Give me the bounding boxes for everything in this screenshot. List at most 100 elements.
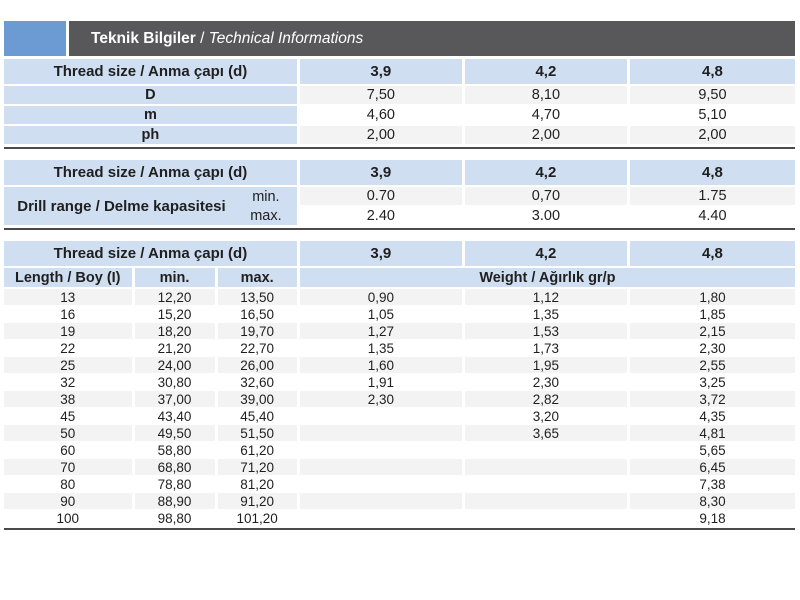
size-col-header: 4,8 [629,160,795,187]
max-cell: 71,20 [217,459,300,476]
length-row: 25 24,00 26,00 1,60 1,95 2,55 [4,357,795,374]
value-cell: 8,10 [464,86,630,106]
weight-cell: 5,65 [629,442,795,459]
min-cell: 30,80 [134,374,218,391]
weight-cell: 6,45 [629,459,795,476]
drill-range-table: Thread size / Anma çapı (d) 3,9 4,2 4,8 … [4,160,795,227]
value-cell: 3.00 [464,207,630,227]
length-row: 16 15,20 16,50 1,05 1,35 1,85 [4,306,795,323]
weight-cell: 2,82 [464,391,630,408]
max-cell: 61,20 [217,442,300,459]
min-cell: 24,00 [134,357,218,374]
weight-cell [299,442,465,459]
length-cell: 60 [4,442,135,459]
weight-cell: 1,53 [464,323,630,340]
weight-cell [464,510,630,527]
table-bottom-rule [4,147,795,149]
weight-cell: 1,35 [464,306,630,323]
length-cell: 80 [4,476,135,493]
weight-cell: 2,30 [629,340,795,357]
length-weight-header-row: Thread size / Anma çapı (d) 3,9 4,2 4,8 [4,241,795,268]
thread-size-header: Thread size / Anma çapı (d) [4,160,300,187]
weight-cell: 2,55 [629,357,795,374]
size-col-header: 3,9 [299,59,465,86]
weight-cell: 2,15 [629,323,795,340]
drill-range-min-row: Drill range / Delme kapasitesi min. 0.70… [4,187,795,227]
length-cell: 45 [4,408,135,425]
value-cell: 4.40 [629,207,795,227]
length-row: 60 58,80 61,20 5,65 [4,442,795,459]
param-label-cell: D [4,86,300,106]
weight-cell: 3,65 [464,425,630,442]
weight-cell: 1,60 [299,357,465,374]
value-cell: 0.70 [299,187,465,207]
length-row: 70 68,80 71,20 6,45 [4,459,795,476]
min-cell: 37,00 [134,391,218,408]
value-cell: 9,50 [629,86,795,106]
size-col-header: 4,2 [464,160,630,187]
page-title-separator: / [195,29,209,47]
dimension-row: m 4,60 4,70 5,10 [4,106,795,126]
size-col-header: 4,8 [629,59,795,86]
value-cell: 4,60 [299,106,465,126]
weight-cell [464,459,630,476]
min-cell: 49,50 [134,425,218,442]
length-row: 13 12,20 13,50 0,90 1,12 1,80 [4,289,795,306]
length-cell: 38 [4,391,135,408]
title-bar: Teknik Bilgiler / Technical Informations [4,21,795,56]
weight-cell: 1,12 [464,289,630,306]
weight-cell [299,408,465,425]
length-row: 50 49,50 51,50 3,65 4,81 [4,425,795,442]
max-cell: 101,20 [217,510,300,527]
dimension-row: ph 2,00 2,00 2,00 [4,126,795,146]
weight-cell: 1,80 [629,289,795,306]
weight-cell [299,425,465,442]
length-row: 80 78,80 81,20 7,38 [4,476,795,493]
weight-cell: 4,35 [629,408,795,425]
weight-cell [299,476,465,493]
min-cell: 78,80 [134,476,218,493]
weight-cell: 1,27 [299,323,465,340]
value-cell: 2,00 [629,126,795,146]
weight-cell [299,493,465,510]
thread-size-header: Thread size / Anma çapı (d) [4,241,300,268]
weight-cell: 0,90 [299,289,465,306]
max-cell: 16,50 [217,306,300,323]
length-cell: 22 [4,340,135,357]
length-weight-subheader-row: Length / Boy (I) min. max. Weight / Ağır… [4,268,795,289]
length-row: 32 30,80 32,60 1,91 2,30 3,25 [4,374,795,391]
length-cell: 70 [4,459,135,476]
min-cell: 43,40 [134,408,218,425]
length-row: 90 88,90 91,20 8,30 [4,493,795,510]
length-cell: 13 [4,289,135,306]
weight-cell: 1,91 [299,374,465,391]
weight-cell: 7,38 [629,476,795,493]
weight-cell: 1,85 [629,306,795,323]
value-cell: 1.75 [629,187,795,207]
length-cell: 50 [4,425,135,442]
table-bottom-rule [4,528,795,530]
max-cell: 32,60 [217,374,300,391]
weight-cell: 3,25 [629,374,795,391]
min-col-header: min. [134,268,218,289]
thread-size-header: Thread size / Anma çapı (d) [4,59,300,86]
weight-cell [464,493,630,510]
weight-cell: 3,72 [629,391,795,408]
length-row: 38 37,00 39,00 2,30 2,82 3,72 [4,391,795,408]
max-cell: 91,20 [217,493,300,510]
max-cell: 51,50 [217,425,300,442]
weight-cell [464,476,630,493]
weight-cell: 2,30 [464,374,630,391]
min-label-cell: min. [234,187,300,207]
param-label-cell: ph [4,126,300,146]
max-col-header: max. [217,268,300,289]
weight-cell: 3,20 [464,408,630,425]
length-row: 19 18,20 19,70 1,27 1,53 2,15 [4,323,795,340]
weight-cell: 1,95 [464,357,630,374]
max-cell: 39,00 [217,391,300,408]
table-bottom-rule [4,228,795,230]
max-cell: 81,20 [217,476,300,493]
value-cell: 2,00 [299,126,465,146]
min-cell: 18,20 [134,323,218,340]
